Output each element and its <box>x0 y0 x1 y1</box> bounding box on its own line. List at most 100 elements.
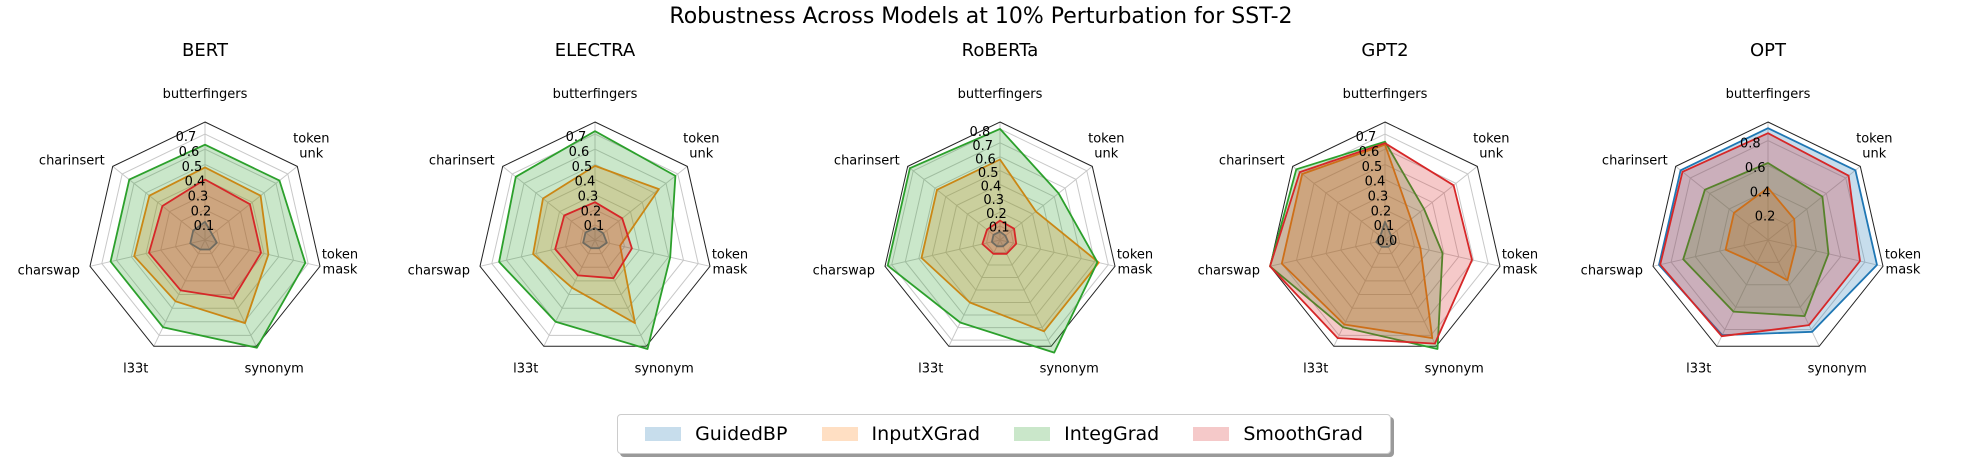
axis-label-roberta-token-mask: token mask <box>1117 247 1153 277</box>
series-smoothgrad-roberta <box>981 219 1018 255</box>
spoke-opt-6 <box>1675 166 1769 241</box>
gridline-roberta-4 <box>931 170 1069 303</box>
axis-label-bert-token-mask: token mask <box>322 247 358 277</box>
spoke-gpt2-1 <box>1384 166 1478 241</box>
spoke-electra-2 <box>594 239 711 267</box>
tick-label-opt-1: 0.4 <box>1750 185 1771 200</box>
gridline-electra-2 <box>550 194 640 282</box>
axis-label-bert-charinsert: charinsert <box>39 153 105 168</box>
axis-label-gpt2-token-unk: token unk <box>1473 131 1509 161</box>
spoke-bert-6 <box>112 166 206 241</box>
series-integgrad-opt <box>1682 162 1830 318</box>
axis-label-opt-token-unk: token unk <box>1856 131 1892 161</box>
figure-title: Robustness Across Models at 10% Perturba… <box>669 4 1293 29</box>
axis-label-bert-l33t: l33t <box>123 361 148 376</box>
spoke-opt-1 <box>1767 166 1861 241</box>
series-integgrad-gpt2 <box>1269 140 1444 350</box>
gridline-gpt2-1 <box>1369 224 1401 255</box>
subplot-title-electra: ELECTRA <box>555 40 636 61</box>
gridline-electra-4 <box>520 163 670 309</box>
spoke-opt-5 <box>1652 239 1769 267</box>
radar-opt: OPT 0.2 0.4 0.6 0.8 butterfingers token unk toke… <box>1581 40 1922 376</box>
series-guidedbp-bert <box>189 220 218 251</box>
spoke-electra-6 <box>502 166 596 241</box>
spoke-bert-3 <box>204 239 257 347</box>
gridline-bert-5 <box>115 148 295 323</box>
gridline-roberta-2 <box>958 197 1042 278</box>
gridline-opt-2 <box>1694 164 1842 308</box>
tick-label-roberta-4: 0.5 <box>978 166 999 181</box>
series-guidedbp-electra <box>582 226 608 250</box>
tick-label-electra-0: 0.1 <box>584 219 605 234</box>
radar-gpt2: GPT2 0.00.10.20.30.40.50.60.7 butterfinger… <box>1198 40 1539 376</box>
subplot-title-gpt2: GPT2 <box>1361 40 1408 61</box>
frame-gpt2 <box>1269 121 1501 347</box>
series-guidedbp-opt <box>1658 127 1878 337</box>
axis-label-opt-butterfingers: butterfingers <box>1726 87 1811 102</box>
spoke-bert-4 <box>153 239 206 347</box>
axis-label-bert-synonym: synonym <box>245 361 304 376</box>
legend-item-smoothgrad: SmoothGrad <box>1193 423 1363 445</box>
gridline-roberta-3 <box>945 183 1055 291</box>
tick-label-gpt2-5: 0.5 <box>1362 160 1383 175</box>
spoke-opt-4 <box>1716 239 1769 347</box>
tick-label-bert-3: 0.4 <box>185 175 206 190</box>
tick-label-gpt2-6: 0.6 <box>1359 145 1380 160</box>
spoke-roberta-5 <box>884 239 1001 267</box>
series-smoothgrad-opt <box>1659 132 1861 338</box>
tick-label-bert-0: 0.1 <box>194 219 215 234</box>
series-inputxgrad-electra <box>532 164 660 325</box>
legend-swatch-integgrad <box>1014 427 1051 441</box>
tick-label-roberta-2: 0.3 <box>983 193 1004 208</box>
radar-electra: ELECTRA 0.10.20.30.40.50.60.7 butterfinger… <box>408 40 749 376</box>
tick-label-opt-0: 0.2 <box>1755 210 1776 225</box>
series-inputxgrad-opt <box>1724 186 1797 282</box>
spoke-gpt2-5 <box>1269 239 1386 267</box>
series-smoothgrad-gpt2 <box>1269 142 1473 345</box>
axis-label-roberta-butterfingers: butterfingers <box>958 87 1043 102</box>
gridline-opt-1 <box>1719 189 1817 286</box>
axis-label-roberta-l33t: l33t <box>918 361 943 376</box>
frame-electra <box>479 121 711 347</box>
axis-label-opt-charinsert: charinsert <box>1602 153 1668 168</box>
legend-label-inputxgrad: InputXGrad <box>871 423 980 445</box>
axis-label-gpt2-synonym: synonym <box>1425 361 1484 376</box>
spoke-electra-1 <box>594 166 688 241</box>
tick-label-roberta-5: 0.6 <box>975 152 996 167</box>
axis-label-electra-synonym: synonym <box>635 361 694 376</box>
gridline-gpt2-6 <box>1295 148 1475 323</box>
gridline-roberta-6 <box>904 142 1096 329</box>
axis-label-opt-synonym: synonym <box>1808 361 1867 376</box>
spoke-roberta-2 <box>999 239 1116 267</box>
tick-label-electra-3: 0.4 <box>575 175 596 190</box>
axis-label-gpt2-charinsert: charinsert <box>1219 153 1285 168</box>
tick-label-roberta-0: 0.1 <box>989 220 1010 235</box>
axis-label-bert-charswap: charswap <box>18 263 80 278</box>
tick-label-electra-5: 0.6 <box>569 145 590 160</box>
tick-label-bert-4: 0.5 <box>182 160 203 175</box>
gridline-bert-1 <box>174 209 236 268</box>
series-inputxgrad-bert <box>133 166 270 325</box>
axis-label-bert-butterfingers: butterfingers <box>163 87 248 102</box>
frame-roberta <box>884 121 1116 347</box>
gridline-electra-5 <box>505 148 685 323</box>
gridline-opt-0 <box>1743 214 1793 263</box>
series-smoothgrad-bert <box>148 178 262 300</box>
frame-opt <box>1652 121 1884 347</box>
axis-label-gpt2-butterfingers: butterfingers <box>1343 87 1428 102</box>
tick-label-electra-6: 0.7 <box>566 130 587 145</box>
spoke-opt-2 <box>1767 239 1884 267</box>
axis-label-roberta-synonym: synonym <box>1040 361 1099 376</box>
spoke-opt-3 <box>1767 239 1820 347</box>
gridline-gpt2-2 <box>1354 209 1416 268</box>
series-integgrad-roberta <box>886 127 1099 354</box>
series-guidedbp-roberta <box>991 230 1009 248</box>
tick-label-electra-4: 0.5 <box>572 160 593 175</box>
spoke-bert-1 <box>204 166 298 241</box>
axis-label-gpt2-token-mask: token mask <box>1502 247 1538 277</box>
legend: GuidedBP InputXGrad IntegGrad SmoothGrad <box>617 414 1391 454</box>
axis-label-electra-charswap: charswap <box>408 263 470 278</box>
gridline-bert-6 <box>101 133 309 336</box>
